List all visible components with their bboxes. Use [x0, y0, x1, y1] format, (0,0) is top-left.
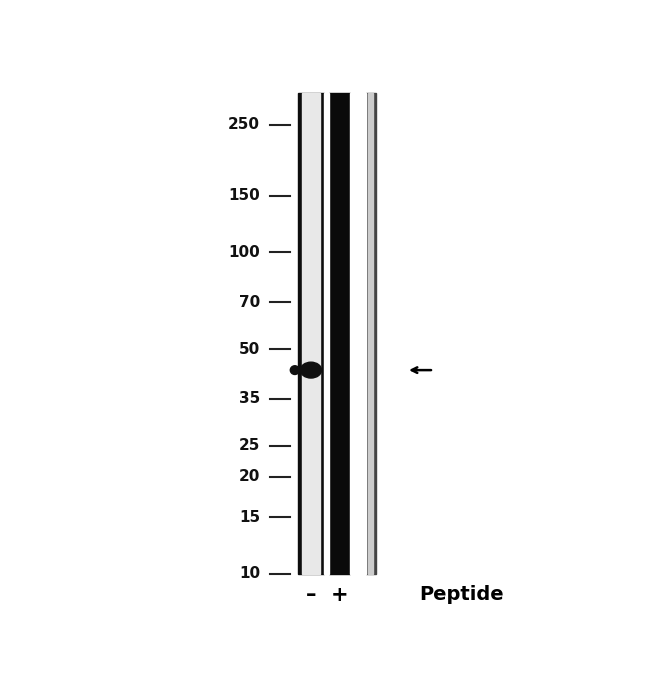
Text: 25: 25 [239, 438, 260, 453]
Bar [366, 93, 376, 573]
Ellipse shape [300, 362, 322, 378]
Bar [298, 93, 324, 573]
Bar [324, 93, 329, 573]
Text: 150: 150 [228, 189, 260, 203]
Text: 50: 50 [239, 342, 260, 357]
Text: 100: 100 [228, 245, 260, 260]
Text: 35: 35 [239, 391, 260, 406]
Text: 250: 250 [228, 117, 260, 132]
Bar [350, 93, 366, 573]
Text: 15: 15 [239, 510, 260, 525]
Text: –: – [306, 584, 316, 604]
Text: +: + [330, 584, 348, 604]
Text: 10: 10 [239, 566, 260, 581]
Text: 70: 70 [239, 295, 260, 309]
Text: Peptide: Peptide [419, 585, 503, 604]
Bar [302, 93, 320, 573]
Text: 20: 20 [239, 469, 260, 484]
Ellipse shape [291, 366, 300, 375]
Bar [369, 93, 373, 573]
Bar [329, 93, 350, 573]
